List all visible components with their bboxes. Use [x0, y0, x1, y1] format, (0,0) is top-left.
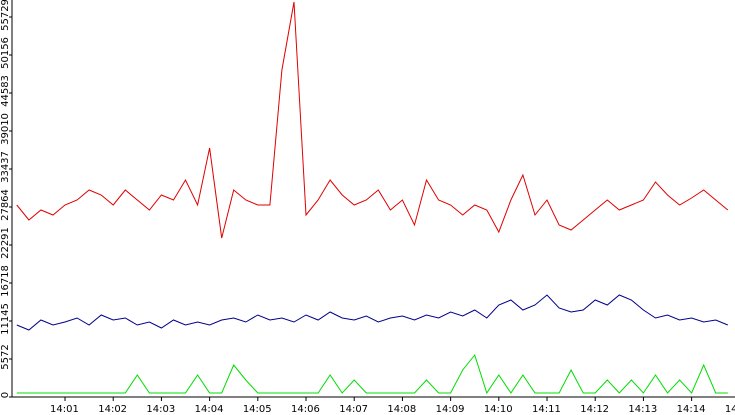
y-tick-label: 50156 — [0, 37, 11, 69]
x-tick-label: 14:14 — [677, 404, 706, 415]
y-tick-label: 33437 — [0, 151, 11, 183]
y-tick-label: 0 — [0, 392, 11, 398]
x-tick-label: 14:05 — [243, 404, 272, 415]
y-tick-label: 27864 — [0, 189, 11, 221]
x-tick-label: 14:10 — [484, 404, 513, 415]
x-tick-label: 14:06 — [291, 404, 320, 415]
y-tick-label: 16718 — [0, 265, 11, 297]
x-tick-label: 14:02 — [98, 404, 127, 415]
x-tick-label: 14:08 — [387, 404, 416, 415]
x-tick-label: 14 — [725, 404, 735, 415]
x-tick-label: 14:07 — [339, 404, 368, 415]
series-line — [16, 353, 728, 395]
y-tick-label: 55729 — [0, 0, 11, 31]
x-tick-label: 14:13 — [628, 404, 657, 415]
y-tick-label: 22291 — [0, 227, 11, 259]
y-tick-label: 44583 — [0, 75, 11, 107]
x-tick-label: 14:12 — [580, 404, 609, 415]
y-tick-label: 11145 — [0, 303, 11, 335]
x-tick-label: 14:09 — [436, 404, 465, 415]
y-tick-label: 5572 — [0, 344, 11, 369]
x-tick-label: 14:03 — [146, 404, 175, 415]
x-tick-label: 14:11 — [532, 404, 561, 415]
x-tick-label: 14:04 — [195, 404, 224, 415]
y-tick-label: 39010 — [0, 113, 11, 145]
x-tick-label: 14:01 — [50, 404, 79, 415]
series-line — [16, 1, 729, 239]
series-line — [16, 294, 728, 331]
